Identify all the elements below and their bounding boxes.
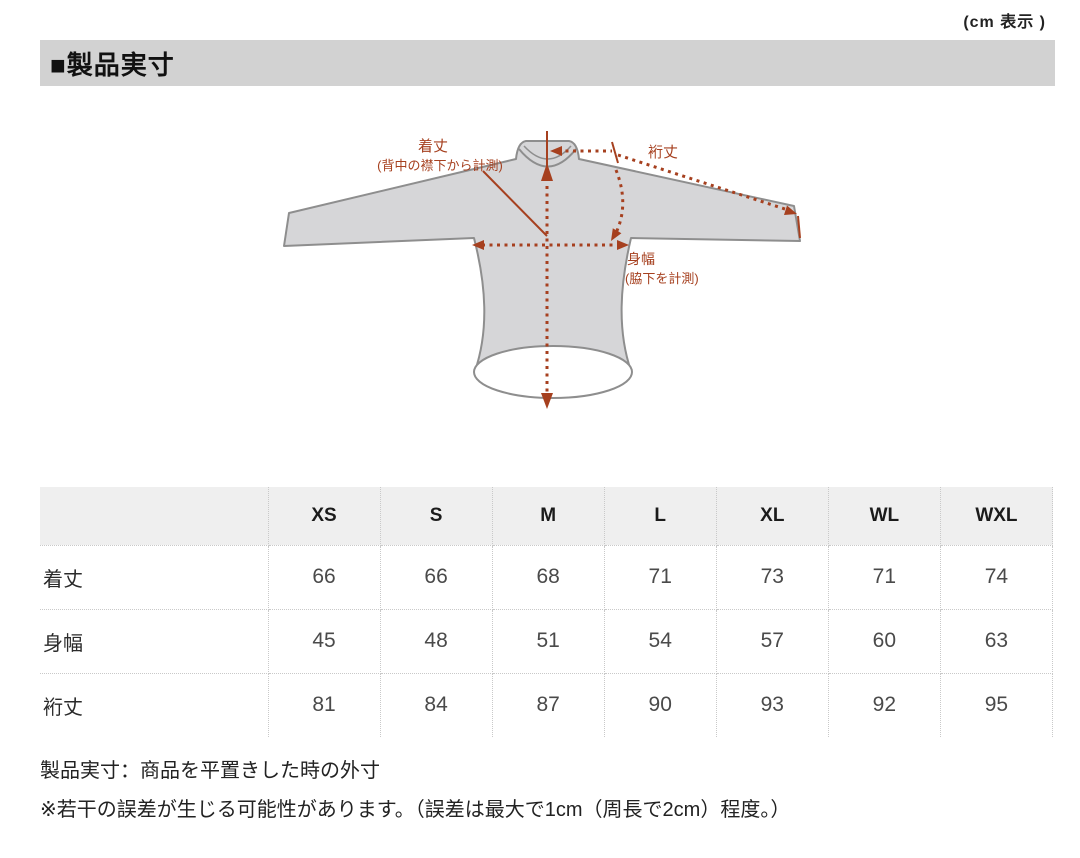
col-header-wl: WL [828,487,941,546]
sleeve-length-measure [550,141,801,239]
body-width-measure [472,240,629,250]
cell-value: 60 [828,609,941,674]
row-label: 着丈 [40,545,269,610]
armhole-curve [611,169,625,241]
table-row-body-length: 着丈 66 66 68 71 73 71 74 [40,545,1054,610]
note-tolerance: ※若干の誤差が生じる可能性があります。（誤差は最大で1cm（周長で2cm）程度。… [40,799,791,821]
cell-value: 81 [268,673,381,737]
body-width-label: 身幅 [627,251,655,267]
row-label: 身幅 [40,609,269,674]
size-table: XS S M L XL WL WXL 着丈 66 66 68 71 73 71 … [40,487,1054,737]
cell-value: 71 [828,545,941,610]
cuff-tick [797,215,801,239]
body-length-measure [541,131,553,409]
col-header-s: S [380,487,493,546]
table-row-body-width: 身幅 45 48 51 54 57 60 63 [40,609,1054,674]
cell-value: 63 [940,609,1054,674]
cell-value: 57 [716,609,829,674]
unit-note: (cm 表示 ) [963,14,1046,31]
cell-value: 95 [940,673,1054,737]
size-table-section: XS S M L XL WL WXL 着丈 66 66 68 71 73 71 … [40,487,1054,737]
sleeve-length-label: 裄丈 [648,144,678,161]
body-length-leader-line [482,170,548,237]
shoulder-tick [611,141,619,164]
cell-value: 45 [268,609,381,674]
cell-value: 84 [380,673,493,737]
row-label: 裄丈 [40,673,269,737]
size-table-corner-cell [40,487,269,546]
cell-value: 66 [380,545,493,610]
note-definition: 製品実寸：商品を平置きした時の外寸 [40,760,380,782]
col-header-l: L [604,487,717,546]
hem-opening [473,345,633,399]
table-row-sleeve-length: 裄丈 81 84 87 90 93 92 95 [40,673,1054,737]
col-header-xl: XL [716,487,829,546]
footnotes: 製品実寸：商品を平置きした時の外寸 ※若干の誤差が生じる可能性があります。（誤差… [40,757,790,824]
section-title: ■製品実寸 [50,49,175,80]
cell-value: 71 [604,545,717,610]
cell-value: 93 [716,673,829,737]
cell-value: 90 [604,673,717,737]
cell-value: 73 [716,545,829,610]
section-header-bar: ■製品実寸 [40,40,1055,86]
cell-value: 92 [828,673,941,737]
body-length-sublabel: (背中の襟下から計測) [377,158,503,173]
cell-value: 66 [268,545,381,610]
cell-value: 51 [492,609,605,674]
cell-value: 74 [940,545,1054,610]
cell-value: 68 [492,545,605,610]
cell-value: 48 [380,609,493,674]
col-header-m: M [492,487,605,546]
shirt-outline [283,140,801,372]
body-length-label: 着丈 [418,138,448,155]
size-table-header-row: XS S M L XL WL WXL [40,487,1054,546]
cell-value: 87 [492,673,605,737]
col-header-wxl: WXL [940,487,1054,546]
garment-diagram: 着丈 (背中の襟下から計測) 裄丈 身幅 (脇下を計測) [283,131,801,409]
col-header-xs: XS [268,487,381,546]
cell-value: 54 [604,609,717,674]
body-width-sublabel: (脇下を計測) [625,271,699,286]
